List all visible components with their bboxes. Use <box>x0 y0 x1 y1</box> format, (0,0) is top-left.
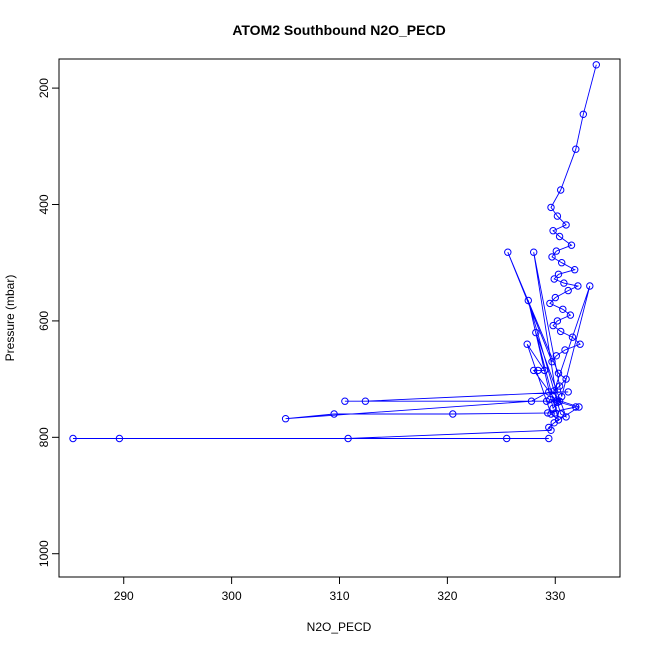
data-point-32 <box>554 369 563 377</box>
data-point-43 <box>562 413 570 421</box>
data-point-65 <box>546 395 554 404</box>
data-point-15 <box>550 275 558 283</box>
chart-title: ATOM2 Southbound N2O_PECD <box>232 22 445 38</box>
data-point-21 <box>559 305 567 313</box>
data-point-16 <box>560 279 568 287</box>
data-point-57 <box>545 388 553 396</box>
data-point-9 <box>567 241 576 249</box>
y-tick-label-2: 600 <box>37 311 51 331</box>
data-point-34 <box>555 382 564 390</box>
data-point-55 <box>361 397 370 405</box>
data-point-2 <box>572 145 580 153</box>
x-tick-label-3: 320 <box>437 589 457 603</box>
y-tick-label-4: 1000 <box>37 540 51 567</box>
data-point-60 <box>330 410 338 418</box>
data-point-12 <box>558 259 566 267</box>
data-point-31 <box>504 248 512 256</box>
plot-area <box>69 61 600 443</box>
data-point-44 <box>532 328 540 337</box>
plot-frame <box>58 58 621 578</box>
data-point-50 <box>530 366 538 375</box>
data-point-26 <box>568 333 577 341</box>
y-axis-label: Pressure (mbar) <box>3 275 17 362</box>
data-point-11 <box>548 253 556 261</box>
data-point-0 <box>592 61 600 69</box>
data-point-53 <box>341 397 349 405</box>
data-point-24 <box>549 321 557 330</box>
data-point-73 <box>545 434 553 443</box>
y-tick-label-3: 800 <box>37 427 51 447</box>
x-tick-label-4: 330 <box>545 589 565 603</box>
data-point-62 <box>551 409 559 417</box>
data-point-75 <box>115 434 124 443</box>
x-axis: 290 300 310 320 330 <box>114 577 566 603</box>
data-point-1 <box>579 110 587 119</box>
data-point-22 <box>566 311 575 319</box>
data-point-70 <box>547 426 555 434</box>
y-tick-label-0: 200 <box>37 78 51 98</box>
data-point-61 <box>449 410 457 418</box>
y-axis: 200 400 600 800 1000 <box>37 78 59 567</box>
data-point-14 <box>554 270 563 278</box>
x-tick-label-2: 310 <box>329 589 349 603</box>
data-point-47 <box>523 340 531 348</box>
data-point-74 <box>69 434 77 443</box>
data-point-66 <box>553 396 562 404</box>
data-point-30 <box>548 358 556 366</box>
data-point-19 <box>551 293 559 302</box>
data-point-18 <box>564 286 572 295</box>
data-point-17 <box>574 282 582 290</box>
data-point-56 <box>564 388 572 396</box>
y-tick-label-1: 400 <box>37 194 51 214</box>
data-point-13 <box>571 266 579 274</box>
x-tick-label-1: 300 <box>222 589 242 603</box>
data-point-5 <box>553 212 562 220</box>
data-point-72 <box>503 434 511 443</box>
data-point-36 <box>586 282 594 290</box>
data-point-38 <box>530 248 538 256</box>
data-point-8 <box>555 232 564 241</box>
data-point-7 <box>549 227 557 235</box>
data-point-35 <box>550 387 558 395</box>
data-point-20 <box>546 299 554 308</box>
data-point-49 <box>534 366 542 375</box>
data-point-3 <box>557 186 565 194</box>
data-point-33 <box>562 375 570 383</box>
data-point-46 <box>547 410 555 418</box>
data-point-67 <box>575 403 583 411</box>
x-tick-label-0: 290 <box>114 589 134 603</box>
data-point-4 <box>547 203 555 212</box>
data-point-59 <box>281 415 290 423</box>
data-point-71 <box>344 434 352 443</box>
data-point-58 <box>527 397 536 405</box>
data-point-6 <box>562 221 570 229</box>
data-point-23 <box>553 317 562 325</box>
data-point-28 <box>561 346 569 354</box>
data-point-10 <box>552 247 560 255</box>
data-point-63 <box>544 409 552 417</box>
data-point-64 <box>572 403 580 411</box>
data-point-27 <box>576 340 584 348</box>
data-point-41 <box>524 296 532 305</box>
data-point-29 <box>552 352 560 360</box>
x-axis-label: N2O_PECD <box>307 620 372 634</box>
data-point-68 <box>550 419 558 427</box>
data-point-25 <box>557 327 565 336</box>
series-line-0 <box>73 64 597 439</box>
